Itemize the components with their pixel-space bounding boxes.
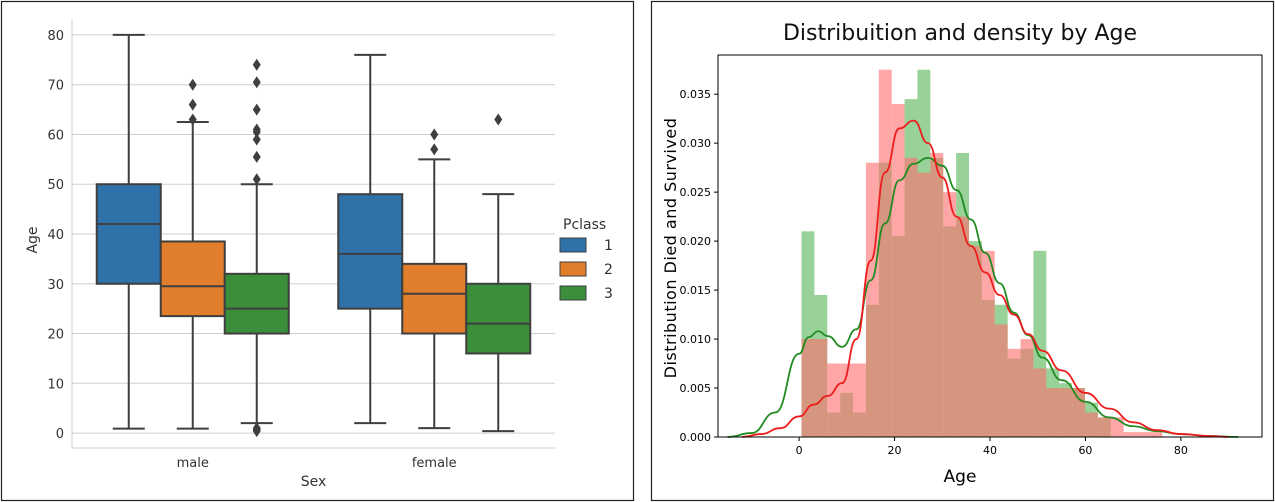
y-tick-label: 60 bbox=[47, 128, 64, 143]
legend-swatch bbox=[559, 261, 587, 277]
bar-died bbox=[1020, 339, 1034, 437]
bar-died bbox=[981, 250, 995, 437]
legend-label: 2 bbox=[604, 262, 613, 278]
y-tick-label: 0.000 bbox=[680, 431, 712, 444]
x-tick-label: 40 bbox=[983, 444, 997, 457]
bar-died bbox=[1072, 388, 1085, 437]
box-iqr bbox=[223, 272, 290, 335]
legend-swatch bbox=[559, 237, 587, 253]
outlier-marker bbox=[252, 422, 261, 435]
outlier-marker bbox=[188, 98, 197, 111]
box-iqr bbox=[401, 262, 468, 335]
bar-died bbox=[801, 339, 815, 437]
panel-frame-left bbox=[0, 0, 635, 502]
legend-swatch bbox=[559, 285, 587, 301]
outlier-marker bbox=[252, 123, 261, 136]
x-tick-label: 80 bbox=[1174, 444, 1188, 457]
x-tick-label: female bbox=[412, 456, 457, 471]
box-male-pclass-3 bbox=[223, 58, 290, 438]
bar-died bbox=[994, 324, 1008, 437]
box-female-pclass-1 bbox=[337, 53, 404, 425]
box-iqr bbox=[95, 183, 162, 285]
kde-survived-line bbox=[727, 156, 1239, 438]
bar-died bbox=[814, 339, 828, 437]
y-tick-label: 0.020 bbox=[680, 235, 712, 248]
bar-died bbox=[827, 363, 841, 437]
outlier-marker bbox=[252, 103, 261, 116]
bar-died bbox=[1084, 412, 1098, 437]
y-tick-label: 30 bbox=[47, 278, 64, 293]
bar-died bbox=[878, 69, 892, 437]
bar-died bbox=[1059, 388, 1073, 437]
x-axis-title: Age bbox=[944, 467, 977, 487]
bar-died bbox=[943, 192, 957, 437]
y-axis-title: Distribution Died and Survived bbox=[661, 118, 680, 379]
box-female-pclass-3 bbox=[465, 113, 532, 433]
legend: Pclass 1 2 3 bbox=[559, 217, 613, 302]
legend-label: 1 bbox=[604, 238, 613, 254]
outlier-marker bbox=[430, 143, 439, 156]
outlier-marker bbox=[252, 58, 261, 71]
bar-died bbox=[930, 152, 944, 437]
chart-title: Distribuition and density by Age bbox=[783, 21, 1137, 46]
y-tick-label: 0.010 bbox=[680, 333, 712, 346]
box-iqr bbox=[337, 193, 404, 310]
y-tick-label: 50 bbox=[47, 178, 64, 193]
outlier-marker bbox=[252, 76, 261, 89]
outlier-marker bbox=[252, 150, 261, 163]
bar-died bbox=[1033, 368, 1047, 437]
kde-died-line bbox=[741, 119, 1229, 438]
box-iqr bbox=[159, 240, 226, 318]
x-axis-title: Sex bbox=[301, 474, 327, 490]
legend-title: Pclass bbox=[563, 217, 606, 233]
bar-died bbox=[1149, 432, 1163, 437]
bar-died bbox=[1097, 417, 1111, 437]
box-female-pclass-2 bbox=[401, 128, 468, 430]
bar-died bbox=[853, 363, 866, 437]
bar-died bbox=[1007, 348, 1021, 437]
x-tick-label: 60 bbox=[1078, 444, 1092, 457]
box-male-pclass-2 bbox=[159, 78, 226, 430]
x-tick-label: 0 bbox=[796, 444, 803, 457]
y-tick-label: 0.030 bbox=[680, 137, 712, 150]
y-tick-label: 70 bbox=[47, 79, 64, 94]
boxplot-chart: 0 10 20 30 40 50 60 70 80 Sex Age male female Pclass 1… bbox=[25, 20, 613, 490]
y-tick-label: 0 bbox=[56, 427, 64, 442]
bar-died bbox=[1123, 432, 1137, 437]
bar-died bbox=[865, 162, 879, 437]
histogram-chart: Distribuition and density by Age 0 20 40 60 8… bbox=[661, 21, 1263, 487]
y-tick-label: 0.035 bbox=[680, 88, 712, 101]
outlier-marker bbox=[430, 128, 439, 141]
bar-died bbox=[904, 157, 918, 437]
outlier-marker bbox=[188, 78, 197, 91]
outlier-marker bbox=[494, 113, 503, 126]
outlier-marker bbox=[252, 133, 261, 146]
bar-died bbox=[917, 172, 931, 438]
y-tick-label: 40 bbox=[47, 228, 64, 243]
y-tick-label: 0.015 bbox=[680, 284, 712, 297]
y-tick-label: 80 bbox=[47, 29, 64, 44]
bar-died bbox=[1110, 417, 1124, 437]
bar-died bbox=[969, 246, 982, 437]
y-tick-label: 0.025 bbox=[680, 186, 712, 199]
panel-frame-right bbox=[650, 0, 1275, 502]
y-tick-label: 20 bbox=[47, 328, 64, 343]
bar-died bbox=[956, 216, 970, 437]
y-tick-label: 0.005 bbox=[680, 382, 712, 395]
x-tick-label: 20 bbox=[888, 444, 902, 457]
y-tick-label: 10 bbox=[47, 377, 64, 392]
y-axis-title: Age bbox=[25, 226, 41, 253]
outlier-marker bbox=[188, 113, 197, 126]
box-male-pclass-1 bbox=[95, 33, 162, 430]
bar-died bbox=[1046, 388, 1060, 437]
outlier-marker bbox=[252, 173, 261, 186]
legend-label: 3 bbox=[604, 286, 613, 302]
bar-died bbox=[1136, 432, 1150, 437]
bar-died bbox=[891, 103, 905, 437]
x-tick-label: male bbox=[177, 456, 209, 471]
box-iqr bbox=[465, 282, 532, 355]
